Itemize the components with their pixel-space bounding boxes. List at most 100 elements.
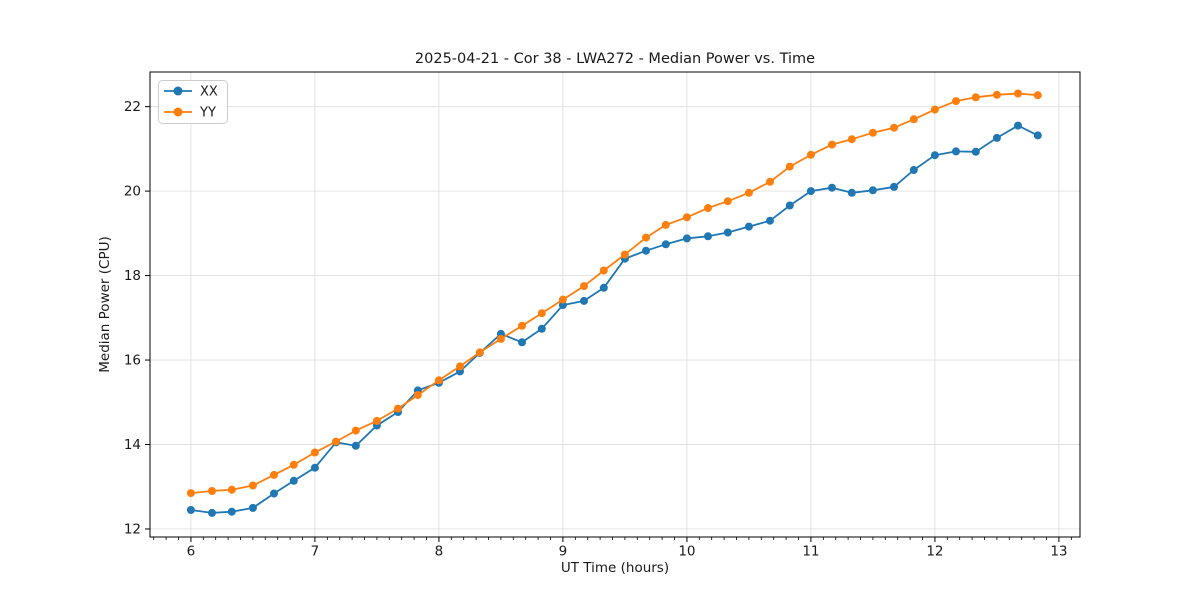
x-tick-label: 6 xyxy=(187,544,196,560)
data-point-YY xyxy=(1014,89,1022,98)
data-point-YY xyxy=(890,123,898,132)
data-point-YY xyxy=(806,150,815,159)
data-point-XX xyxy=(952,147,960,156)
data-point-YY xyxy=(332,437,340,446)
axes-layer: 6 7 8 9 10 11 12 13 12 14 16 18 20 22 xyxy=(124,71,1081,560)
data-point-XX xyxy=(890,182,898,191)
data-point-XX xyxy=(1033,131,1042,140)
x-tick-label: 9 xyxy=(559,544,568,560)
legend-label: XX xyxy=(200,85,218,100)
legend-marker-YY xyxy=(173,107,183,117)
data-point-XX xyxy=(186,506,195,514)
x-tick-label: 13 xyxy=(1050,544,1067,560)
data-point-YY xyxy=(1033,91,1042,100)
data-point-YY xyxy=(930,105,939,114)
data-point-XX xyxy=(682,234,691,243)
legend-label: YY xyxy=(199,106,216,121)
data-point-YY xyxy=(558,295,567,304)
data-point-XX xyxy=(723,228,732,237)
data-point-YY xyxy=(642,233,650,242)
data-point-YY xyxy=(599,266,608,275)
data-point-YY xyxy=(620,250,629,259)
data-point-YY xyxy=(310,448,319,457)
y-tick-label: 18 xyxy=(124,268,141,284)
data-point-XX xyxy=(351,441,360,450)
data-point-XX xyxy=(208,508,216,517)
data-point-YY xyxy=(518,321,526,330)
series-line-XX xyxy=(190,124,1039,514)
y-tick-label: 14 xyxy=(124,437,141,453)
data-point-YY xyxy=(227,485,236,494)
data-point-YY xyxy=(661,220,670,229)
data-point-YY xyxy=(828,140,836,149)
data-point-YY xyxy=(351,426,360,435)
data-point-YY xyxy=(682,213,691,222)
data-point-XX xyxy=(704,232,712,241)
data-point-YY xyxy=(456,362,464,371)
data-point-XX xyxy=(642,246,650,255)
x-tick-label: 12 xyxy=(926,544,943,560)
y-tick-label: 12 xyxy=(124,521,141,537)
data-point-XX xyxy=(971,147,980,156)
data-point-XX xyxy=(868,186,877,195)
x-tick-label: 10 xyxy=(678,544,695,560)
data-point-XX xyxy=(847,188,856,197)
legend: XX YY xyxy=(158,80,228,124)
y-tick-label: 22 xyxy=(124,99,141,115)
data-point-YY xyxy=(434,376,443,385)
plot-border xyxy=(149,71,1081,538)
data-point-YY xyxy=(847,135,856,144)
data-point-YY xyxy=(909,115,918,124)
data-point-XX xyxy=(744,222,753,231)
series-line-YY xyxy=(190,92,1038,494)
data-point-XX xyxy=(766,216,774,225)
data-point-YY xyxy=(766,177,774,186)
data-point-YY xyxy=(186,489,195,498)
data-point-XX xyxy=(310,463,319,472)
data-point-XX xyxy=(289,476,298,485)
data-point-YY xyxy=(723,197,732,206)
data-point-YY xyxy=(868,128,877,137)
y-tick-label: 16 xyxy=(124,353,141,369)
x-tick-label: 7 xyxy=(311,544,320,560)
data-point-XX xyxy=(270,489,278,498)
data-point-XX xyxy=(828,183,836,192)
series-layer xyxy=(186,89,1042,517)
data-point-YY xyxy=(475,348,484,357)
data-point-YY xyxy=(785,162,794,171)
y-axis-label: Median Power (CPU) xyxy=(97,236,113,372)
data-point-XX xyxy=(580,296,588,305)
grid-layer xyxy=(150,72,1080,537)
data-point-XX xyxy=(537,324,546,333)
data-point-YY xyxy=(248,481,257,490)
data-point-XX xyxy=(930,151,939,160)
legend-marker-XX xyxy=(173,86,183,96)
chart-title: 2025-04-21 - Cor 38 - LWA272 - Median Po… xyxy=(415,51,815,67)
x-tick-label: 8 xyxy=(435,544,444,560)
data-point-XX xyxy=(599,283,608,292)
data-point-XX xyxy=(661,240,670,249)
data-point-XX xyxy=(227,507,236,516)
data-point-YY xyxy=(289,460,298,469)
data-point-YY xyxy=(992,90,1001,99)
data-point-YY xyxy=(744,188,753,197)
data-point-XX xyxy=(909,166,918,174)
data-point-YY xyxy=(413,391,422,400)
data-point-XX xyxy=(992,133,1001,142)
y-tick-label: 20 xyxy=(124,184,141,200)
data-point-YY xyxy=(952,97,960,106)
data-point-XX xyxy=(806,187,815,196)
data-point-YY xyxy=(394,404,402,413)
x-tick-label: 11 xyxy=(802,544,819,560)
data-point-XX xyxy=(558,301,567,310)
data-point-XX xyxy=(1014,121,1022,130)
data-point-YY xyxy=(372,416,381,425)
data-point-XX xyxy=(248,503,257,512)
data-point-YY xyxy=(580,282,588,291)
data-point-YY xyxy=(704,204,712,212)
data-point-YY xyxy=(496,334,505,343)
x-axis-label: UT Time (hours) xyxy=(561,560,669,576)
data-point-YY xyxy=(270,470,278,479)
